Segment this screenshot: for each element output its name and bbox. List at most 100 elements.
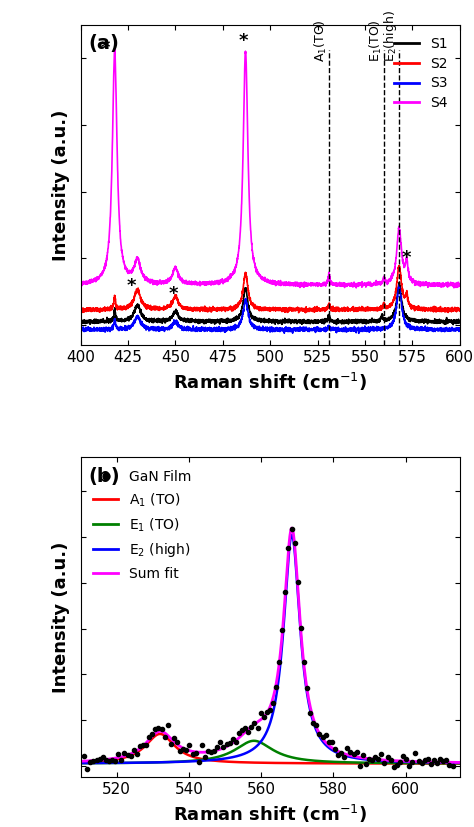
E$_1$ (TO) — [251, 736, 257, 746]
A$_1$ (TO) — [78, 758, 83, 767]
S2 — [450, 304, 456, 314]
S4 — [121, 257, 127, 267]
Sum fit — [376, 755, 382, 765]
X-axis label: Raman shift (cm$^{-1}$): Raman shift (cm$^{-1}$) — [173, 370, 367, 393]
Sum fit — [78, 757, 83, 767]
S1 — [144, 316, 149, 326]
S3 — [450, 325, 456, 335]
Text: *: * — [169, 285, 178, 304]
S2 — [409, 302, 415, 312]
Text: E$_1$(TO): E$_1$(TO) — [368, 19, 384, 61]
S1 — [78, 316, 83, 326]
S2 — [239, 286, 245, 296]
A$_1$ (TO) — [446, 758, 452, 768]
S1 — [450, 317, 456, 327]
Line: S1: S1 — [81, 282, 460, 324]
Y-axis label: Intensity (a.u.): Intensity (a.u.) — [52, 542, 70, 693]
Sum fit — [446, 758, 452, 767]
S2 — [303, 308, 309, 318]
Text: *: * — [127, 277, 137, 295]
S1 — [239, 301, 245, 311]
S4 — [112, 44, 118, 54]
S1 — [396, 277, 402, 287]
Text: A$_1$(TO): A$_1$(TO) — [313, 19, 329, 61]
E$_2$ (high) — [78, 758, 83, 768]
S4 — [144, 272, 149, 282]
E$_1$ (TO) — [446, 758, 452, 768]
Line: S4: S4 — [81, 49, 460, 288]
S2 — [78, 307, 83, 317]
E$_2$ (high) — [289, 530, 295, 540]
Line: S3: S3 — [81, 285, 460, 333]
GaN Film — [341, 752, 347, 762]
A$_1$ (TO) — [262, 758, 268, 767]
Legend: S1, S2, S3, S4: S1, S2, S3, S4 — [388, 31, 453, 116]
Line: Sum fit: Sum fit — [81, 528, 460, 762]
A$_1$ (TO) — [157, 729, 163, 739]
X-axis label: Raman shift (cm$^{-1}$): Raman shift (cm$^{-1}$) — [173, 803, 367, 825]
GaN Film — [450, 761, 456, 771]
A$_1$ (TO) — [252, 758, 258, 767]
S3 — [409, 321, 415, 331]
Sum fit — [97, 755, 103, 765]
A$_1$ (TO) — [446, 758, 452, 768]
S4 — [457, 281, 463, 291]
Legend: GaN Film, A$_1$ (TO), E$_1$ (TO), E$_2$ (high), Sum fit: GaN Film, A$_1$ (TO), E$_1$ (TO), E$_2$ … — [88, 464, 197, 586]
S1 — [450, 319, 456, 329]
Sum fit — [262, 710, 268, 720]
Line: GaN Film: GaN Film — [82, 528, 455, 771]
GaN Film — [292, 538, 298, 548]
Text: (a): (a) — [88, 35, 119, 54]
E$_2$ (high) — [446, 758, 452, 767]
Line: E$_1$ (TO): E$_1$ (TO) — [81, 741, 460, 763]
S3 — [144, 323, 149, 332]
S3 — [223, 323, 229, 333]
E$_1$ (TO) — [78, 758, 83, 768]
A$_1$ (TO) — [376, 758, 382, 768]
Text: *: * — [402, 249, 411, 267]
Text: *: * — [239, 32, 248, 50]
E$_2$ (high) — [262, 730, 268, 740]
GaN Film — [183, 745, 189, 755]
S2 — [223, 304, 229, 313]
E$_2$ (high) — [457, 758, 463, 767]
Text: E$_2$(high): E$_2$(high) — [382, 10, 399, 61]
GaN Film — [379, 749, 384, 759]
S1 — [457, 317, 463, 327]
S1 — [409, 314, 414, 324]
E$_1$ (TO) — [252, 736, 258, 746]
Text: *: * — [100, 39, 110, 57]
A$_1$ (TO) — [97, 756, 103, 766]
E$_2$ (high) — [252, 743, 258, 753]
GaN Film — [444, 755, 449, 765]
A$_1$ (TO) — [457, 758, 463, 768]
Sum fit — [457, 758, 463, 767]
GaN Film — [289, 524, 294, 534]
GaN Film — [84, 763, 90, 773]
E$_2$ (high) — [376, 756, 382, 766]
S3 — [396, 280, 402, 290]
S2 — [396, 261, 401, 270]
Line: A$_1$ (TO): A$_1$ (TO) — [81, 734, 460, 763]
Sum fit — [446, 758, 452, 767]
E$_1$ (TO) — [446, 758, 452, 768]
S2 — [144, 301, 149, 311]
S4 — [450, 279, 456, 289]
Sum fit — [289, 523, 294, 533]
S2 — [121, 304, 127, 314]
Line: S2: S2 — [81, 265, 460, 313]
S3 — [356, 328, 362, 338]
S1 — [223, 317, 229, 327]
S4 — [240, 169, 246, 179]
S3 — [457, 324, 463, 334]
GaN Film — [162, 733, 167, 743]
S3 — [121, 323, 127, 333]
E$_1$ (TO) — [376, 758, 382, 767]
E$_2$ (high) — [97, 758, 103, 768]
S4 — [354, 283, 359, 293]
S4 — [223, 275, 229, 285]
Line: E$_2$ (high): E$_2$ (high) — [81, 535, 460, 763]
E$_2$ (high) — [446, 758, 452, 767]
S1 — [121, 315, 127, 325]
GaN Film — [82, 751, 87, 761]
